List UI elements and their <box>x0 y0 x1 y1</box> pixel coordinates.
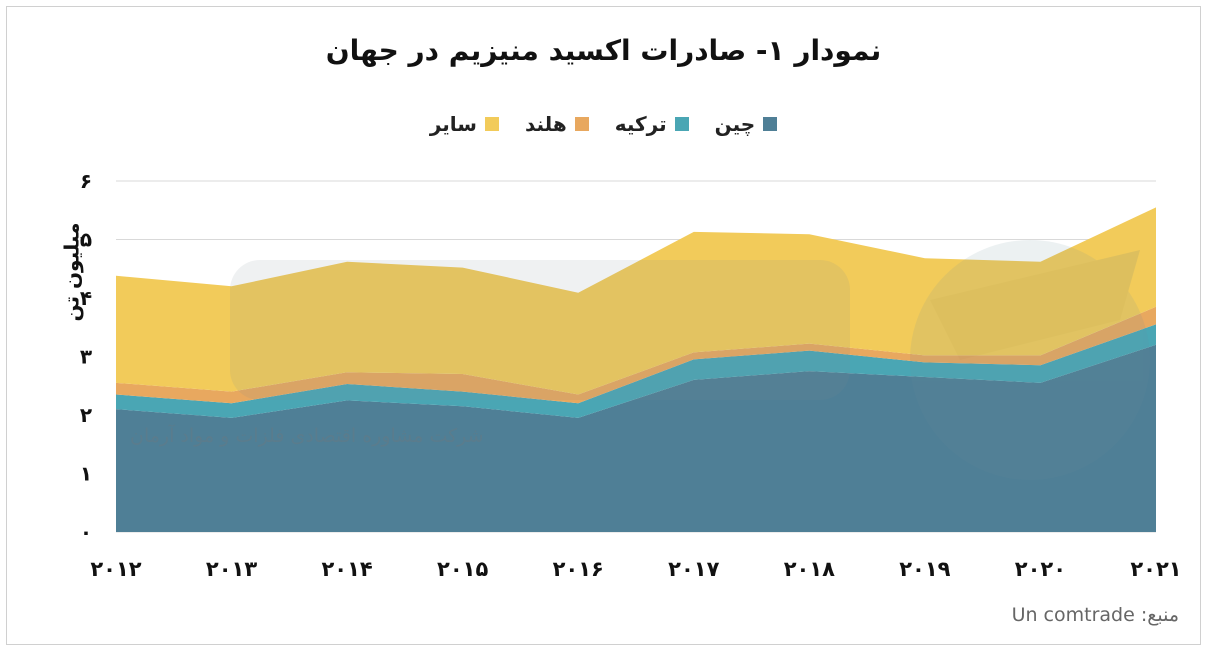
x-tick-label: ۲۰۲۰ <box>1015 557 1066 581</box>
x-tick-label: ۲۰۱۴ <box>321 557 372 581</box>
area-series-چین <box>116 344 1156 532</box>
y-tick-label: ۰ <box>80 520 92 544</box>
legend-swatch-turkey <box>674 117 689 131</box>
x-tick-label: ۲۰۲۱ <box>1130 557 1181 581</box>
legend-item-netherlands: هلند <box>525 112 589 136</box>
x-tick-label: ۲۰۱۹ <box>899 557 950 581</box>
y-tick-label: ۳ <box>80 345 92 369</box>
area-series-هلند <box>116 306 1156 404</box>
x-tick-label: ۲۰۱۵ <box>437 557 488 581</box>
legend: چین ترکیه هلند سایر <box>0 112 1207 136</box>
y-axis-ticks: ۰ ۱ ۲ ۳ ۴ ۵ ۶ <box>80 169 92 544</box>
legend-label-other: سایر <box>429 112 477 136</box>
y-tick-label: ۱ <box>80 462 92 486</box>
x-tick-label: ۲۰۱۲ <box>90 557 141 581</box>
y-axis-label: میلیون تن <box>59 222 84 322</box>
y-tick-label: ۲ <box>80 403 92 427</box>
y-tick-label: ۵ <box>80 228 92 252</box>
area-series-ترکیه <box>116 324 1156 418</box>
y-tick-label: ۴ <box>80 286 92 310</box>
legend-swatch-china <box>763 117 778 131</box>
legend-item-turkey: ترکیه <box>615 112 689 136</box>
x-tick-label: ۲۰۱۸ <box>784 557 835 581</box>
legend-label-china: چین <box>714 112 756 136</box>
legend-swatch-netherlands <box>574 117 589 131</box>
legend-label-turkey: ترکیه <box>614 112 667 136</box>
legend-swatch-other <box>484 117 499 131</box>
watermark-text: شرکت مشاوره اقتصادی فلزات و مواد آرمان <box>130 425 484 447</box>
legend-label-netherlands: هلند <box>524 112 567 136</box>
y-tick-label: ۶ <box>80 169 92 193</box>
x-tick-label: ۲۰۱۷ <box>668 557 719 581</box>
x-axis-ticks: ۲۰۱۲ ۲۰۱۳ ۲۰۱۴ ۲۰۱۵ ۲۰۱۶ ۲۰۱۷ ۲۰۱۸ ۲۰۱۹ ۲۰۲۰ ۲۰۲۱ <box>90 557 1181 581</box>
area-series-سایر <box>116 207 1156 395</box>
stacked-areas <box>116 207 1156 532</box>
x-tick-label: ۲۰۱۶ <box>553 557 604 581</box>
legend-item-china: چین <box>715 112 778 136</box>
watermark-logo <box>230 240 1150 480</box>
legend-item-other: سایر <box>430 112 499 136</box>
chart-title: نمودار ۱- صادرات اکسید منیزیم در جهان <box>325 34 882 67</box>
source-note: منبع: Un comtrade <box>1011 604 1179 626</box>
x-tick-label: ۲۰۱۳ <box>206 557 257 581</box>
